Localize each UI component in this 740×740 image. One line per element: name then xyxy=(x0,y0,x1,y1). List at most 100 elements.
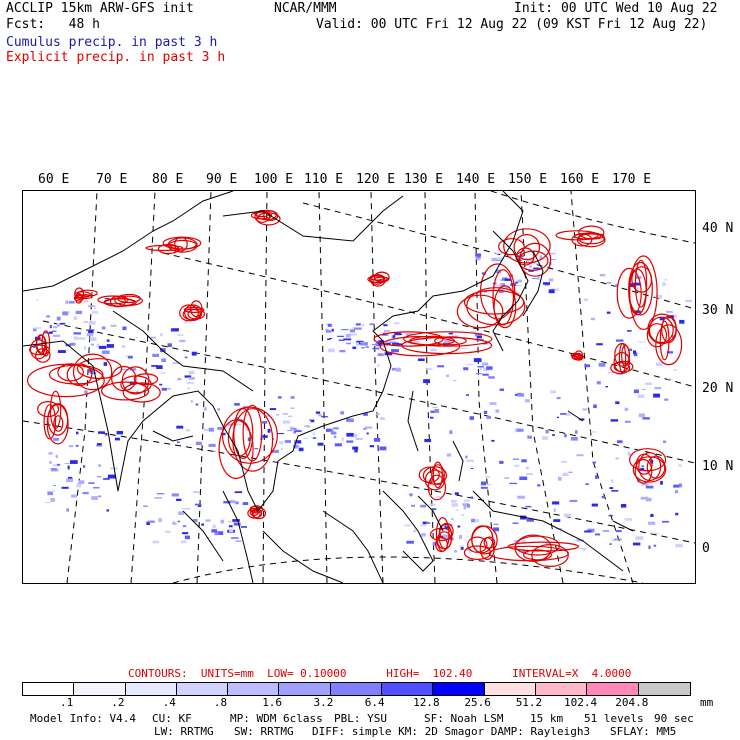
explicit-contour xyxy=(233,408,254,460)
cumulus-cell xyxy=(666,351,673,354)
cumulus-cell xyxy=(662,282,666,286)
cumulus-cell xyxy=(463,505,467,510)
cumulus-cell xyxy=(213,450,216,452)
cumulus-cell xyxy=(423,379,430,384)
cumulus-cell xyxy=(526,472,533,476)
cumulus-cell xyxy=(106,339,110,342)
cumulus-cell xyxy=(432,406,438,408)
cumulus-cell xyxy=(309,419,312,421)
cumulus-cell xyxy=(550,390,556,394)
explicit-contour xyxy=(183,306,205,314)
explicit-contour xyxy=(435,536,448,553)
cumulus-cell xyxy=(276,433,285,435)
cumulus-cell xyxy=(328,348,335,353)
colorbar-tick: .1 xyxy=(60,696,74,709)
lat-label: 30 N xyxy=(702,303,734,318)
explicit-contour xyxy=(483,536,496,549)
cumulus-cell xyxy=(125,355,129,357)
cumulus-cell xyxy=(583,298,589,301)
cumulus-cell xyxy=(475,256,482,259)
cumulus-cell xyxy=(465,364,474,366)
cumulus-cell xyxy=(346,342,351,345)
cumulus-cell xyxy=(203,428,209,432)
cumulus-cell xyxy=(642,417,650,420)
cumulus-cell xyxy=(593,404,597,409)
cumulus-cell xyxy=(582,408,588,411)
cumulus-cell xyxy=(161,387,167,391)
lon-label: 130 E xyxy=(404,172,444,187)
cumulus-cell xyxy=(104,298,110,300)
explicit-contour xyxy=(114,295,143,307)
cumulus-cell xyxy=(343,338,352,341)
legend-explicit: Explicit precip. in past 3 h xyxy=(6,50,226,65)
cumulus-cell xyxy=(466,547,471,551)
precip-colorbar xyxy=(22,682,691,696)
cumulus-cell xyxy=(641,483,649,486)
cumulus-cell xyxy=(483,410,488,414)
cumulus-cell xyxy=(365,346,369,348)
cumulus-cell xyxy=(467,504,470,508)
explicit-contour xyxy=(104,298,137,307)
cumulus-cell xyxy=(76,431,79,435)
footer-levels: 51 levels xyxy=(584,712,644,725)
cumulus-cell xyxy=(614,538,622,541)
cumulus-cell xyxy=(98,464,101,467)
cumulus-cell xyxy=(515,285,522,287)
cumulus-cell xyxy=(675,512,679,516)
cumulus-cell xyxy=(512,458,520,460)
explicit-contour xyxy=(513,233,541,261)
cumulus-cell xyxy=(184,356,188,359)
cumulus-cell xyxy=(493,527,499,532)
cumulus-cell xyxy=(664,398,669,401)
cumulus-cell xyxy=(679,319,685,324)
cumulus-cell xyxy=(369,445,375,448)
cumulus-cell xyxy=(471,518,475,523)
cumulus-cell xyxy=(563,513,572,517)
explicit-contour xyxy=(613,360,634,373)
cumulus-cell xyxy=(545,284,549,287)
cumulus-cell xyxy=(576,454,584,457)
cumulus-cell xyxy=(287,430,293,432)
cumulus-cell xyxy=(436,496,442,498)
cumulus-cell xyxy=(177,520,181,523)
cumulus-cell xyxy=(185,429,191,432)
cumulus-cell xyxy=(229,528,234,533)
grid-line xyxy=(474,191,498,583)
cumulus-cell xyxy=(174,522,177,525)
cumulus-cell xyxy=(66,508,69,512)
cumulus-cell xyxy=(648,545,651,549)
cumulus-cell xyxy=(514,464,520,467)
cumulus-cell xyxy=(561,460,568,463)
cumulus-cell xyxy=(69,445,73,448)
cumulus-cell xyxy=(107,474,116,479)
cumulus-cell xyxy=(234,491,243,494)
cumulus-cell xyxy=(156,493,165,495)
explicit-contour xyxy=(514,535,561,556)
cumulus-cell xyxy=(182,508,191,510)
cumulus-cell xyxy=(551,288,560,291)
cumulus-cell xyxy=(228,525,233,528)
explicit-contour xyxy=(72,353,113,391)
cumulus-cell xyxy=(341,329,349,331)
cumulus-cell xyxy=(86,333,94,337)
cumulus-cell xyxy=(312,432,315,436)
cumulus-cell xyxy=(293,432,296,434)
cumulus-cell xyxy=(184,535,190,540)
cumulus-cell xyxy=(329,337,333,339)
cumulus-cell xyxy=(595,533,601,536)
cumulus-cell xyxy=(355,438,363,440)
cumulus-cell xyxy=(372,343,379,346)
cumulus-cell xyxy=(667,378,673,380)
coastline xyxy=(262,530,344,583)
cumulus-cell xyxy=(417,358,425,361)
coastline xyxy=(567,410,584,422)
cumulus-cell xyxy=(105,433,108,436)
cumulus-cell xyxy=(384,342,391,345)
cumulus-cell xyxy=(611,490,619,492)
cumulus-cell xyxy=(570,437,578,441)
cumulus-cell xyxy=(33,346,37,348)
cumulus-cell xyxy=(519,476,528,480)
cumulus-cell xyxy=(470,468,474,469)
explicit-contour xyxy=(427,474,447,501)
cumulus-cell xyxy=(537,484,541,487)
